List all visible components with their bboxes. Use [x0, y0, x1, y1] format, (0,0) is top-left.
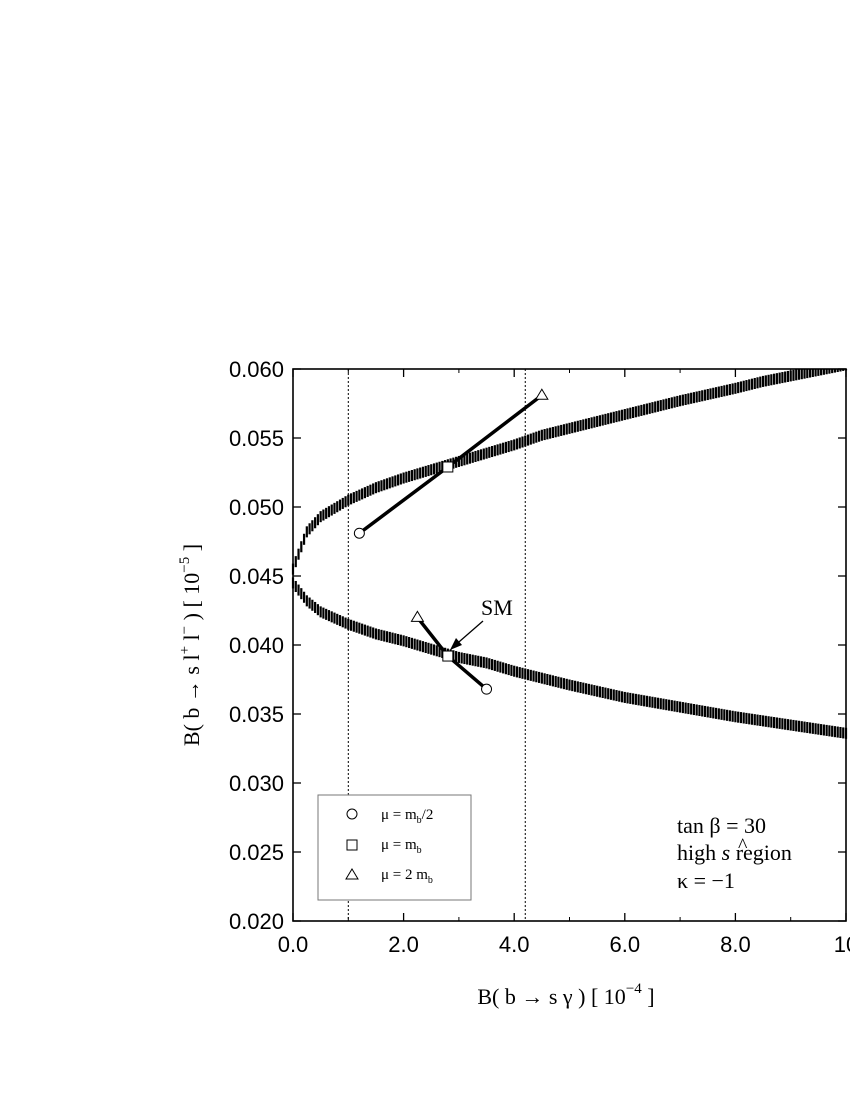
legend-entry-3: μ = 2 mb	[381, 867, 433, 886]
info-region-post: region	[730, 840, 792, 865]
y-tick-label: 0.040	[229, 633, 284, 658]
info-kappa: κ = −1	[677, 868, 735, 893]
legend-entry-1: μ = mb/2	[381, 807, 433, 826]
sm-arrowhead	[450, 638, 462, 650]
data-bands	[291, 369, 848, 739]
x-tick-label: 6.0	[610, 932, 641, 957]
info-tan-beta: tan β = 30	[677, 813, 766, 838]
legend-entry-2: μ = mb	[381, 837, 422, 856]
legend: μ = mb/2 μ = mb μ = 2 mb	[317, 794, 472, 901]
y-axis-label-main: B( b → s l	[179, 654, 204, 746]
axis-ticks: 0.0 2.0 4.0 6.0 8.0 10 0.020 0.025 0.030 0.035 0.0…	[229, 357, 850, 957]
info-s-hat: ^	[738, 835, 748, 857]
x-axis-label-close: ]	[642, 984, 655, 1009]
legend-square-marker	[346, 839, 358, 851]
x-tick-label: 10	[834, 932, 850, 957]
y-axis-label-sup1: +	[177, 646, 193, 654]
y-tick-label: 0.055	[229, 426, 284, 451]
square-marker	[442, 650, 454, 662]
y-tick-label: 0.060	[229, 357, 284, 382]
y-axis-label: B( b → s l+ l− ) [ 10−5 ]	[177, 544, 204, 746]
x-tick-label: 8.0	[720, 932, 751, 957]
y-axis-label-sup2: −	[177, 626, 193, 634]
legend-triangle-marker	[345, 868, 359, 880]
triangle-marker	[534, 388, 549, 400]
y-tick-label: 0.050	[229, 495, 284, 520]
legend-entry-3-pre: μ = 2 m	[381, 867, 428, 883]
x-axis-label-exponent: −4	[626, 981, 642, 997]
circle-marker	[481, 683, 493, 695]
x-tick-label: 0.0	[278, 932, 309, 957]
y-axis-label-paren: ) [ 10	[179, 573, 204, 626]
triangle-marker	[410, 610, 425, 622]
square-marker	[442, 461, 454, 473]
info-region-pre: high	[677, 840, 722, 865]
y-axis-label-close: ]	[179, 544, 204, 557]
legend-entry-1-sub: b	[417, 815, 422, 826]
sm-annotation-label: SM	[481, 595, 513, 620]
parameter-info: tan β = 30 high s region ^ κ = −1	[677, 813, 792, 893]
legend-entry-1-pre: μ = m	[381, 807, 417, 823]
y-tick-label: 0.045	[229, 564, 284, 589]
legend-circle-marker	[346, 808, 358, 820]
legend-entry-2-sub: b	[417, 845, 422, 856]
x-axis-label: B( b → s γ ) [ 10−4 ]	[477, 981, 654, 1009]
y-axis-label-exponent: −5	[177, 557, 193, 573]
circle-marker	[353, 527, 365, 539]
y-tick-label: 0.020	[229, 909, 284, 934]
legend-entry-2-pre: μ = m	[381, 837, 417, 853]
x-axis-label-main: B( b → s γ ) [ 10	[477, 984, 625, 1009]
info-region: high s region	[677, 840, 792, 865]
y-tick-label: 0.030	[229, 771, 284, 796]
data-series	[353, 388, 549, 695]
legend-entry-3-sub: b	[428, 875, 433, 886]
info-region-var: s	[722, 840, 731, 865]
x-tick-label: 2.0	[388, 932, 419, 957]
y-axis-label-mid: l	[179, 634, 204, 646]
y-tick-label: 0.025	[229, 840, 284, 865]
x-tick-label: 4.0	[499, 932, 530, 957]
legend-entry-1-post: /2	[422, 807, 434, 823]
y-tick-label: 0.035	[229, 702, 284, 727]
legend-box	[317, 794, 472, 901]
